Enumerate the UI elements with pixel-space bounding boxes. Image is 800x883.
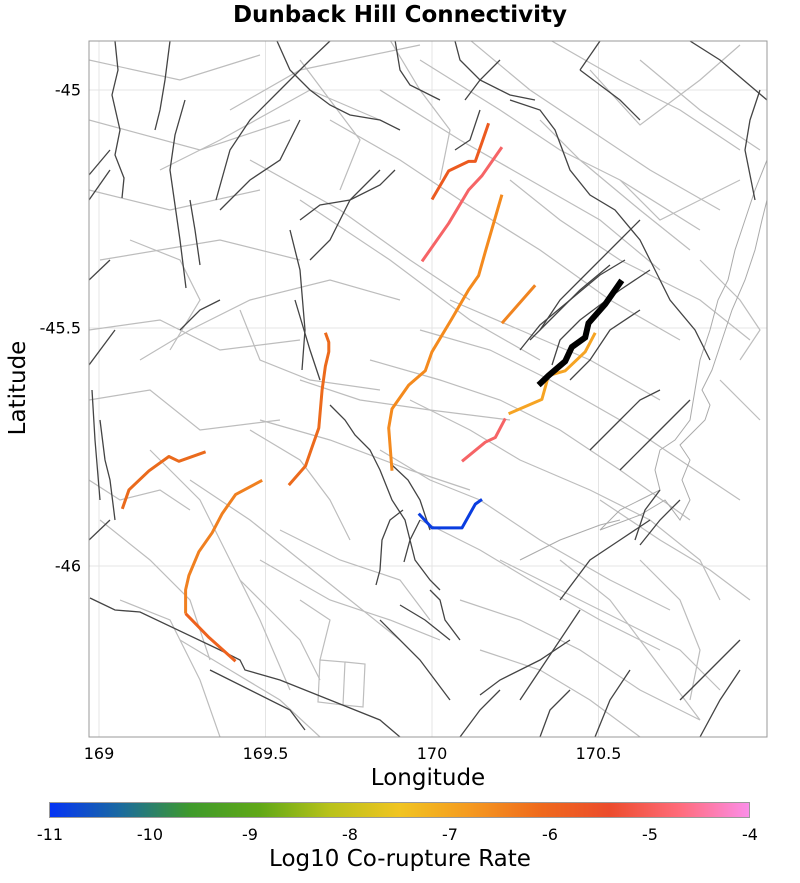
chart-title: Dunback Hill Connectivity — [232, 2, 568, 28]
colorbar-tick-label: -8 — [342, 825, 358, 844]
rupture-segment — [461, 417, 507, 463]
grid-lines — [89, 41, 767, 737]
fault-network — [89, 41, 767, 737]
rupture-segment — [184, 612, 237, 663]
x-tick-label: 170.5 — [575, 744, 622, 763]
plot-frame — [88, 40, 768, 738]
colorbar-tick-label: -4 — [742, 825, 758, 844]
target-fault-dunback-hill — [536, 278, 625, 388]
colorbar — [49, 802, 750, 818]
rupture-segment — [420, 146, 504, 263]
y-axis-label: Latitude — [5, 340, 31, 436]
plot-area — [89, 41, 767, 737]
y-tick-label: -45.5 — [39, 318, 81, 338]
colorbar-tick-label: -10 — [136, 825, 164, 844]
colorbar-tick-label: -11 — [36, 825, 64, 844]
coastline — [519, 159, 767, 561]
x-axis-label: Longitude — [370, 765, 486, 791]
colorbar-tick-label: -6 — [542, 825, 558, 844]
x-tick-label: 169.5 — [242, 744, 289, 763]
target-fault-line — [536, 278, 625, 388]
x-tick-label: 169 — [83, 744, 115, 763]
rupture-segment — [508, 332, 597, 416]
colorbar-tick-label: -7 — [442, 825, 458, 844]
colorbar-tick-label: -5 — [642, 825, 658, 844]
y-tick-label: -46 — [54, 556, 81, 576]
y-tick-label: -45 — [54, 80, 81, 100]
fault-traces-dark — [89, 41, 767, 737]
rupture-segments — [120, 122, 597, 663]
rupture-segment — [417, 498, 483, 530]
colorbar-tick-label: -9 — [242, 825, 258, 844]
colorbar-label: Log10 Co-rupture Rate — [269, 846, 531, 872]
rupture-segment — [500, 284, 537, 325]
rupture-segment — [287, 332, 331, 487]
rupture-segment — [430, 122, 491, 201]
rupture-segment — [120, 450, 207, 510]
fault-traces-light — [89, 41, 761, 737]
x-tick-label: 170 — [416, 744, 448, 763]
rupture-segment — [184, 478, 263, 614]
rupture-segment — [387, 194, 504, 471]
